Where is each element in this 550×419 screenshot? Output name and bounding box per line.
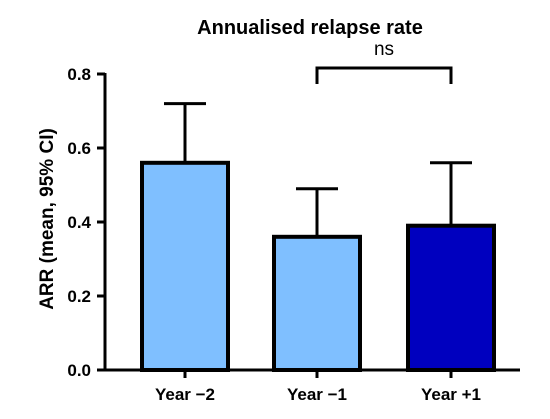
y-tick-label-0: 0.0	[67, 361, 91, 380]
chart-title: Annualised relapse rate	[197, 17, 423, 39]
x-tick-label-3: Year +1	[421, 385, 481, 404]
y-tick-label-1: 0.2	[67, 287, 91, 306]
x-tick-label-2: Year −1	[287, 385, 347, 404]
bar-1	[140, 160, 230, 372]
y-axis-label: ARR (mean, 95% CI)	[37, 128, 58, 310]
x-tick-label-1: Year −2	[155, 385, 215, 404]
y-tick-label-2: 0.4	[67, 213, 91, 232]
plot-area: 0.0 0.2 0.4 0.6 0.8 Year −2 Year −1 Year +1 ns	[67, 39, 520, 404]
y-tick-label-4: 0.8	[67, 65, 91, 84]
bar-2	[272, 234, 362, 372]
y-tick-label-3: 0.6	[67, 139, 91, 158]
bar-3	[406, 223, 496, 372]
significance-bracket-1	[315, 66, 453, 84]
significance-label-1: ns	[374, 39, 394, 60]
